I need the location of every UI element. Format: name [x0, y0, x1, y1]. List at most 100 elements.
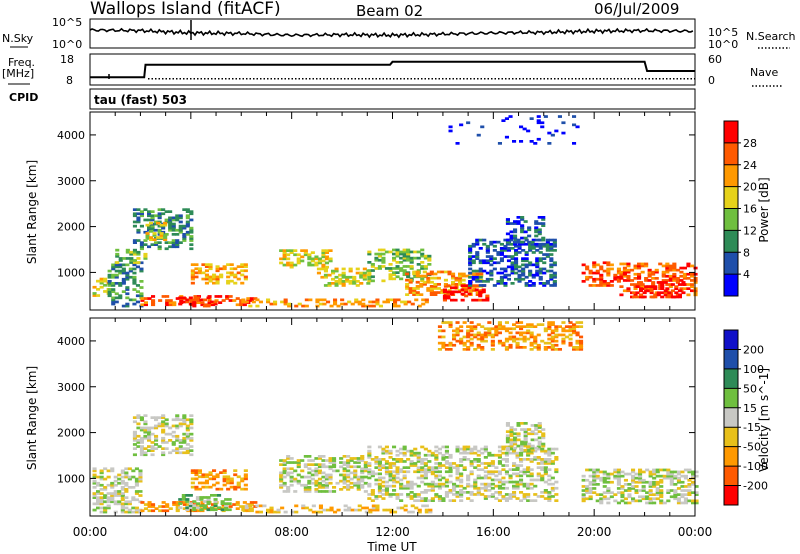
- heatmap-cell: [339, 473, 344, 477]
- heatmap-cell: [125, 286, 130, 289]
- heatmap-cell: [436, 291, 441, 294]
- colorbar-swatch: [724, 142, 738, 166]
- heatmap-cell: [474, 298, 479, 302]
- heatmap-cell: [185, 298, 190, 302]
- heatmap-cell: [310, 481, 315, 485]
- heatmap-cell: [336, 304, 341, 308]
- heatmap-cell: [339, 479, 344, 483]
- heatmap-cell: [423, 267, 428, 270]
- heatmap-cell: [680, 501, 685, 505]
- heatmap-cell: [483, 335, 488, 339]
- heatmap-cell: [513, 442, 518, 446]
- heatmap-cell: [691, 472, 696, 476]
- heatmap-cell: [543, 348, 548, 351]
- heatmap-cell: [575, 321, 580, 324]
- heatmap-cell: [324, 475, 329, 479]
- heatmap-cell: [579, 348, 584, 351]
- heatmap-cell: [204, 479, 209, 483]
- heatmap-cell: [377, 248, 382, 252]
- heatmap-cell: [693, 279, 698, 282]
- heatmap-cell: [660, 281, 665, 284]
- heatmap-cell: [185, 418, 190, 422]
- heatmap-cell: [300, 249, 305, 252]
- heatmap-cell: [547, 460, 552, 463]
- heatmap-cell: [207, 299, 212, 302]
- heatmap-cell: [638, 495, 643, 499]
- heatmap-cell: [143, 503, 148, 506]
- heatmap-cell: [501, 468, 506, 471]
- heatmap-cell: [639, 281, 644, 284]
- heatmap-cell: [467, 292, 472, 296]
- heatmap-cell: [368, 300, 373, 304]
- heatmap-cell: [360, 469, 365, 473]
- heatmap-cell: [375, 298, 380, 302]
- heatmap-cell: [307, 488, 312, 491]
- heatmap-cell: [669, 478, 674, 482]
- heatmap-cell: [632, 295, 637, 299]
- heatmap-cell: [676, 497, 681, 501]
- heatmap-cell: [530, 448, 535, 452]
- heatmap-cell: [370, 279, 375, 283]
- heatmap-cell: [168, 439, 173, 442]
- nsky-tick-lo: 10^0: [52, 38, 82, 51]
- heatmap-cell: [473, 484, 478, 488]
- heatmap-cell: [138, 471, 143, 475]
- heatmap-cell: [188, 506, 193, 510]
- heatmap-cell: [497, 491, 502, 494]
- heatmap-cell: [283, 510, 288, 514]
- colorbar-swatch: [724, 427, 738, 447]
- heatmap-cell: [686, 283, 691, 286]
- heatmap-cell: [201, 277, 206, 281]
- heatmap-cell: [161, 428, 166, 432]
- heatmap-cell: [666, 491, 671, 494]
- heatmap-cell: [690, 272, 695, 276]
- heatmap-cell: [367, 468, 372, 471]
- heatmap-cell: [182, 420, 187, 424]
- heatmap-cell: [513, 436, 518, 440]
- heatmap-cell: [510, 257, 515, 260]
- heatmap-cell: [289, 461, 294, 464]
- heatmap-cell: [529, 343, 534, 347]
- heatmap-cell: [324, 459, 329, 462]
- heatmap-cell: [416, 466, 421, 469]
- heatmap-cell: [399, 447, 404, 451]
- heatmap-cell: [527, 448, 532, 452]
- heatmap-cell: [627, 501, 632, 505]
- heatmap-cell: [111, 284, 116, 287]
- heatmap-cell: [526, 470, 531, 474]
- heatmap-cell: [356, 486, 361, 489]
- heatmap-cell: [407, 510, 412, 514]
- heatmap-cell: [136, 445, 141, 448]
- heatmap-cell: [448, 456, 453, 459]
- heatmap-cell: [637, 262, 642, 266]
- heatmap-cell: [99, 492, 104, 495]
- heatmap-cell: [375, 302, 380, 306]
- heatmap-cell: [458, 272, 463, 276]
- heatmap-cell: [282, 253, 287, 257]
- heatmap-cell: [196, 509, 201, 513]
- heatmap-cell: [338, 280, 343, 283]
- heatmap-cell: [300, 469, 305, 473]
- heatmap-cell: [132, 420, 137, 424]
- heatmap-cell: [182, 439, 187, 442]
- heatmap-cell: [347, 300, 352, 304]
- colorbar-swatch: [724, 230, 738, 253]
- heatmap-cell: [602, 476, 607, 480]
- heatmap-cell: [490, 348, 495, 351]
- heatmap-cell: [353, 473, 358, 477]
- heatmap-cell: [666, 470, 671, 474]
- heatmap-cell: [199, 298, 204, 302]
- heatmap-cell: [613, 474, 618, 478]
- heatmap-cell: [492, 249, 497, 252]
- heatmap-cell: [107, 280, 112, 283]
- heatmap-cell: [623, 489, 628, 492]
- heatmap-cell: [585, 267, 590, 271]
- heatmap-cell: [535, 257, 540, 260]
- heatmap-cell: [535, 244, 540, 248]
- heatmap-cell: [499, 247, 504, 250]
- heatmap-cell: [324, 251, 329, 254]
- heatmap-cell: [691, 501, 696, 505]
- heatmap-cell: [110, 469, 115, 473]
- heatmap-cell: [554, 348, 559, 351]
- heatmap-cell: [446, 284, 451, 287]
